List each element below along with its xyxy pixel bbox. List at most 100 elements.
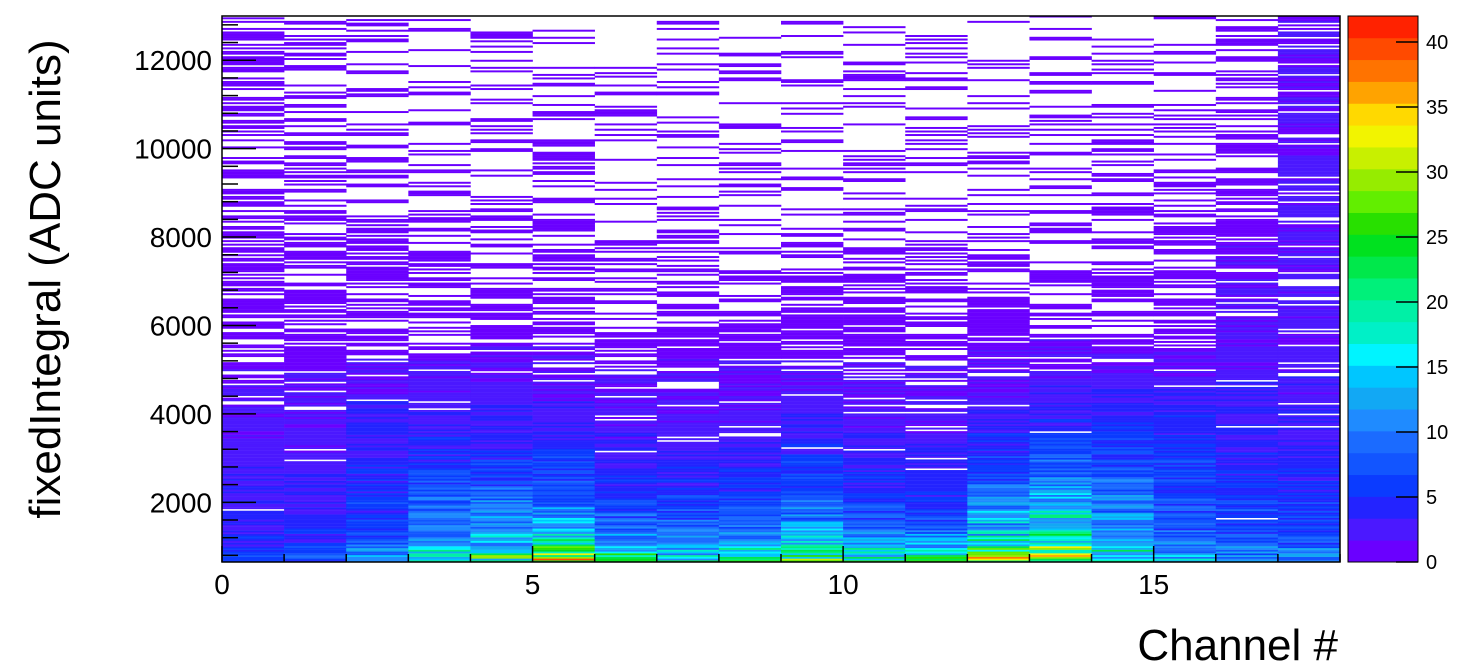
heatmap-cell — [1277, 484, 1341, 487]
heatmap-cell — [1277, 146, 1341, 149]
heatmap-cell — [408, 464, 471, 467]
heatmap-cell — [718, 530, 782, 533]
heatmap-cell — [532, 553, 595, 556]
heatmap-cell — [1029, 409, 1092, 412]
heatmap-cell — [1277, 526, 1341, 529]
heatmap-cell — [594, 501, 658, 504]
heatmap-cell — [1029, 547, 1092, 550]
heatmap-cell — [1277, 286, 1341, 289]
heatmap-cell — [718, 342, 782, 345]
heatmap-cell — [656, 454, 720, 457]
heatmap-cell — [781, 416, 844, 419]
heatmap-cell — [470, 98, 533, 101]
heatmap-cell — [905, 388, 968, 391]
heatmap-cell — [1277, 84, 1341, 87]
heatmap-cell — [1215, 505, 1279, 508]
heatmap-cell — [532, 411, 595, 414]
heatmap-cell — [781, 303, 844, 306]
heatmap-cell — [905, 397, 968, 400]
heatmap-cell — [1215, 526, 1279, 529]
heatmap-cell — [222, 429, 285, 432]
heatmap-cell — [594, 406, 658, 409]
heatmap-cell — [1277, 512, 1341, 515]
heatmap-cell — [718, 70, 782, 73]
heatmap-cell — [594, 388, 658, 391]
heatmap-cell — [470, 141, 533, 144]
heatmap-cell — [1215, 365, 1279, 368]
heatmap-cell — [843, 408, 906, 411]
heatmap-cell — [222, 289, 285, 292]
heatmap-cell — [470, 404, 533, 407]
heatmap-cell — [408, 218, 471, 221]
heatmap-cell — [346, 319, 409, 322]
heatmap-cell — [967, 194, 1030, 197]
heatmap-cell — [843, 462, 906, 465]
heatmap-cell — [718, 250, 782, 253]
heatmap-cell — [1153, 192, 1217, 195]
heatmap-cell — [408, 374, 471, 377]
heatmap-cell — [284, 454, 347, 457]
heatmap-cell — [408, 234, 471, 237]
heatmap-cell — [532, 416, 595, 419]
heatmap-cell — [532, 259, 595, 262]
heatmap-cell — [1029, 401, 1092, 404]
heatmap-cell — [1029, 554, 1092, 557]
heatmap-cell — [718, 413, 782, 416]
heatmap-cell — [1215, 330, 1279, 333]
heatmap-cell — [346, 556, 409, 559]
heatmap-cell — [222, 516, 285, 518]
heatmap-cell — [284, 471, 347, 474]
heatmap-cell — [346, 459, 409, 462]
heatmap-cell — [967, 325, 1030, 327]
heatmap-cell — [408, 547, 471, 550]
heatmap-cell — [346, 427, 409, 430]
heatmap-cell — [284, 503, 347, 506]
heatmap-cell — [346, 257, 409, 260]
heatmap-cell — [346, 248, 409, 251]
heatmap-cell — [594, 537, 658, 540]
colorbar-segment — [1348, 168, 1418, 192]
heatmap-cell — [967, 378, 1030, 381]
heatmap-cell — [408, 415, 471, 418]
heatmap-cell — [1277, 454, 1341, 457]
heatmap-cell — [346, 385, 409, 388]
heatmap-cell — [718, 194, 782, 197]
heatmap-cell — [284, 119, 347, 122]
heatmap-cell — [1277, 254, 1341, 257]
heatmap-cell — [284, 485, 347, 488]
heatmap-cell — [532, 547, 595, 550]
heatmap-cell — [284, 489, 347, 492]
heatmap-cell — [1215, 98, 1279, 101]
heatmap-cell — [408, 510, 471, 513]
heatmap-cell — [656, 457, 720, 460]
heatmap-cell — [656, 333, 720, 336]
heatmap-cell — [843, 510, 906, 513]
heatmap-cell — [656, 464, 720, 467]
heatmap-cell — [222, 88, 285, 91]
heatmap-cell — [408, 379, 471, 382]
heatmap-cell — [656, 484, 720, 487]
heatmap-cell — [656, 307, 720, 310]
heatmap-cell — [470, 544, 533, 547]
heatmap-cell — [284, 141, 347, 144]
heatmap-cell — [718, 277, 782, 280]
heatmap-cell — [905, 390, 968, 393]
heatmap-cell — [781, 107, 844, 110]
heatmap-cell — [532, 394, 595, 396]
heatmap-cell — [967, 95, 1030, 98]
heatmap-cell — [1215, 487, 1279, 490]
heatmap-cell — [843, 535, 906, 538]
heatmap-cell — [1029, 560, 1092, 563]
heatmap-cell — [1215, 224, 1279, 227]
heatmap-cell — [532, 514, 595, 517]
heatmap-cell — [1029, 317, 1092, 320]
heatmap-cell — [594, 455, 658, 458]
heatmap-cell — [1215, 26, 1279, 29]
heatmap-cell — [905, 455, 968, 458]
heatmap-cell — [1091, 139, 1154, 142]
heatmap-cell — [222, 63, 285, 66]
heatmap-cell — [594, 425, 658, 428]
heatmap-cell — [222, 388, 285, 391]
heatmap-cell — [408, 279, 471, 282]
heatmap-cell — [346, 171, 409, 174]
